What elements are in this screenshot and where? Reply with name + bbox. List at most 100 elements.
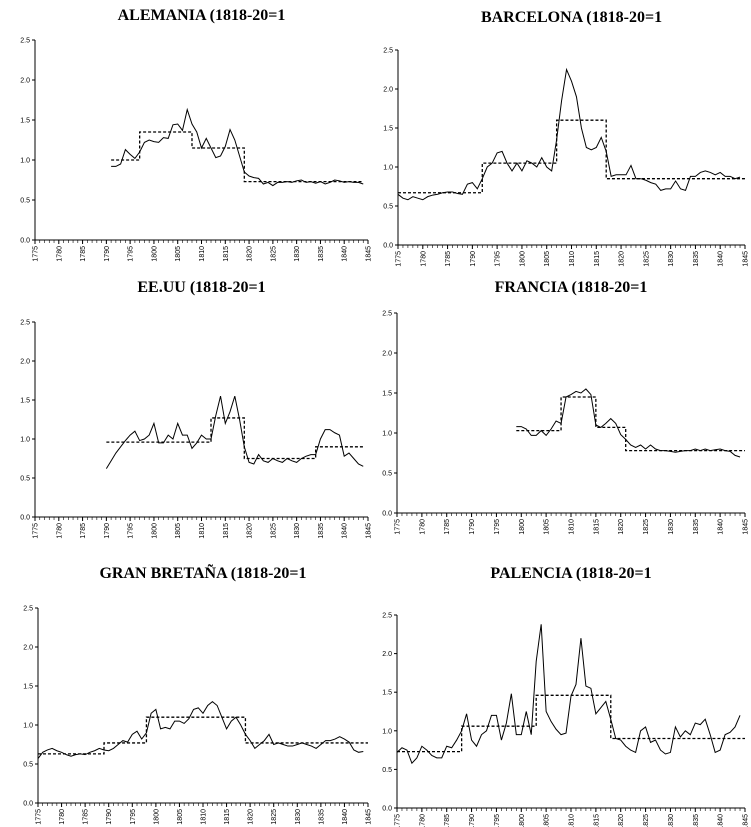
y-tick-label: 0.0 bbox=[383, 243, 393, 250]
y-tick-label: 2.0 bbox=[20, 359, 30, 366]
x-tick-label: 1800 bbox=[519, 251, 526, 267]
series-line bbox=[516, 388, 741, 458]
x-tick-label: 1785 bbox=[83, 809, 90, 825]
x-tick-label: 1790 bbox=[470, 251, 477, 267]
chart-panel: FRANCIA (1818-20=1 0.0 0.5 1.0 1.5 2.0 2.5 1775… bbox=[382, 279, 749, 535]
x-tick-label: 1795 bbox=[495, 251, 502, 267]
x-tick-label: 1775 bbox=[36, 809, 43, 825]
y-tick-label: 1.5 bbox=[20, 398, 30, 405]
x-tick-label: 1815 bbox=[593, 519, 600, 535]
y-tick-label: 2.0 bbox=[382, 651, 392, 658]
x-tick-label: 1840 bbox=[342, 246, 349, 262]
x-tick-label: 1815 bbox=[594, 251, 601, 267]
x-tick-label: 1785 bbox=[80, 246, 87, 262]
x-tick-label: 1845 bbox=[743, 814, 750, 827]
x-tick-label: 1840 bbox=[342, 523, 349, 539]
period-average-line bbox=[106, 417, 364, 460]
y-tick-label: 0.5 bbox=[382, 471, 392, 478]
y-tick-label: 1.5 bbox=[383, 126, 393, 133]
series-line bbox=[105, 395, 364, 469]
x-tick-label: 1840 bbox=[342, 809, 349, 825]
x-tick-label: 1810 bbox=[569, 251, 576, 267]
x-tick-label: 1815 bbox=[593, 814, 600, 827]
period-average-line bbox=[38, 716, 368, 755]
y-tick-label: 2.0 bbox=[23, 645, 33, 652]
chart-title: GRAN BRETAÑA (1818-20=1 bbox=[99, 563, 306, 582]
y-tick-label: 0.5 bbox=[20, 476, 30, 483]
x-tick-label: 1780 bbox=[56, 523, 63, 539]
x-tick-label: 1790 bbox=[106, 809, 113, 825]
x-tick-label: 1800 bbox=[519, 519, 526, 535]
y-tick-label: 0.0 bbox=[382, 806, 392, 813]
x-tick-label: 1830 bbox=[668, 814, 675, 827]
x-tick-label: 1820 bbox=[619, 251, 626, 267]
x-tick-label: 1790 bbox=[104, 246, 111, 262]
y-tick-label: 2.0 bbox=[382, 351, 392, 358]
x-tick-label: 1785 bbox=[80, 523, 87, 539]
x-tick-label: 1780 bbox=[419, 519, 426, 535]
x-tick-label: 1835 bbox=[693, 251, 700, 267]
x-tick-label: 1820 bbox=[248, 809, 255, 825]
chart-panel: GRAN BRETAÑA (1818-20=1 0.0 0.5 1.0 1.5 2.0 2.… bbox=[23, 563, 372, 825]
x-tick-label: 1840 bbox=[718, 251, 725, 267]
x-tick-label: 1795 bbox=[130, 809, 137, 825]
period-average-line bbox=[111, 131, 364, 183]
x-tick-label: 1825 bbox=[270, 246, 277, 262]
x-tick-label: 1805 bbox=[175, 246, 182, 262]
y-tick-label: 2.5 bbox=[382, 311, 392, 318]
x-tick-label: 1810 bbox=[199, 246, 206, 262]
x-tick-label: 1825 bbox=[270, 523, 277, 539]
x-tick-label: 1775 bbox=[395, 519, 402, 535]
x-tick-label: 1805 bbox=[175, 523, 182, 539]
x-tick-label: 1830 bbox=[295, 809, 302, 825]
y-tick-label: 0.0 bbox=[20, 238, 30, 245]
x-tick-label: 1800 bbox=[153, 809, 160, 825]
y-tick-label: 1.0 bbox=[20, 437, 30, 444]
chart-panel: BARCELONA (1818-20=1 0.0 0.5 1.0 1.5 2.0 2.5 17… bbox=[383, 9, 749, 267]
period-average-line bbox=[398, 119, 745, 194]
x-tick-label: 1820 bbox=[618, 814, 625, 827]
chart-title: EE.UU (1818-20=1 bbox=[137, 279, 265, 296]
x-tick-label: 1820 bbox=[247, 246, 254, 262]
y-tick-label: 2.0 bbox=[20, 78, 30, 85]
x-tick-label: 1780 bbox=[420, 251, 427, 267]
y-tick-label: 1.0 bbox=[382, 728, 392, 735]
chart-panel: ALEMANIA (1818-20=1 0.0 0.5 1.0 1.5 2.0 2.5 177… bbox=[20, 7, 372, 262]
x-tick-label: 1810 bbox=[569, 814, 576, 827]
chart-title: BARCELONA (1818-20=1 bbox=[481, 9, 662, 26]
y-tick-label: 0.5 bbox=[382, 767, 392, 774]
y-tick-label: 2.5 bbox=[20, 320, 30, 327]
x-tick-label: 1845 bbox=[743, 251, 750, 267]
x-tick-label: 1810 bbox=[201, 809, 208, 825]
period-average-line bbox=[516, 396, 745, 452]
x-tick-label: 1830 bbox=[668, 251, 675, 267]
x-tick-label: 1800 bbox=[151, 246, 158, 262]
y-tick-label: 0.5 bbox=[20, 198, 30, 205]
x-tick-label: 1835 bbox=[693, 519, 700, 535]
x-tick-label: 1805 bbox=[544, 519, 551, 535]
period-average-line bbox=[397, 694, 745, 753]
x-tick-label: 1785 bbox=[444, 814, 451, 827]
x-tick-label: 1815 bbox=[223, 523, 230, 539]
x-tick-label: 1830 bbox=[294, 246, 301, 262]
chart-title: ALEMANIA (1818-20=1 bbox=[118, 7, 286, 24]
x-tick-label: 1835 bbox=[693, 814, 700, 827]
y-tick-label: 1.0 bbox=[23, 723, 33, 730]
y-tick-label: 2.5 bbox=[382, 613, 392, 620]
x-tick-label: 1790 bbox=[104, 523, 111, 539]
y-tick-label: 1.5 bbox=[23, 684, 33, 691]
x-tick-label: 1800 bbox=[151, 523, 158, 539]
x-tick-label: 1840 bbox=[718, 519, 725, 535]
y-tick-label: 1.5 bbox=[382, 391, 392, 398]
x-tick-label: 1830 bbox=[668, 519, 675, 535]
x-tick-label: 1835 bbox=[318, 809, 325, 825]
y-tick-label: 1.0 bbox=[382, 431, 392, 438]
x-tick-label: 1775 bbox=[33, 523, 40, 539]
x-tick-label: 1805 bbox=[544, 251, 551, 267]
series-line bbox=[396, 624, 741, 765]
y-tick-label: 1.0 bbox=[383, 165, 393, 172]
x-tick-label: 1825 bbox=[271, 809, 278, 825]
x-tick-label: 1780 bbox=[56, 246, 63, 262]
x-tick-label: 1775 bbox=[33, 246, 40, 262]
